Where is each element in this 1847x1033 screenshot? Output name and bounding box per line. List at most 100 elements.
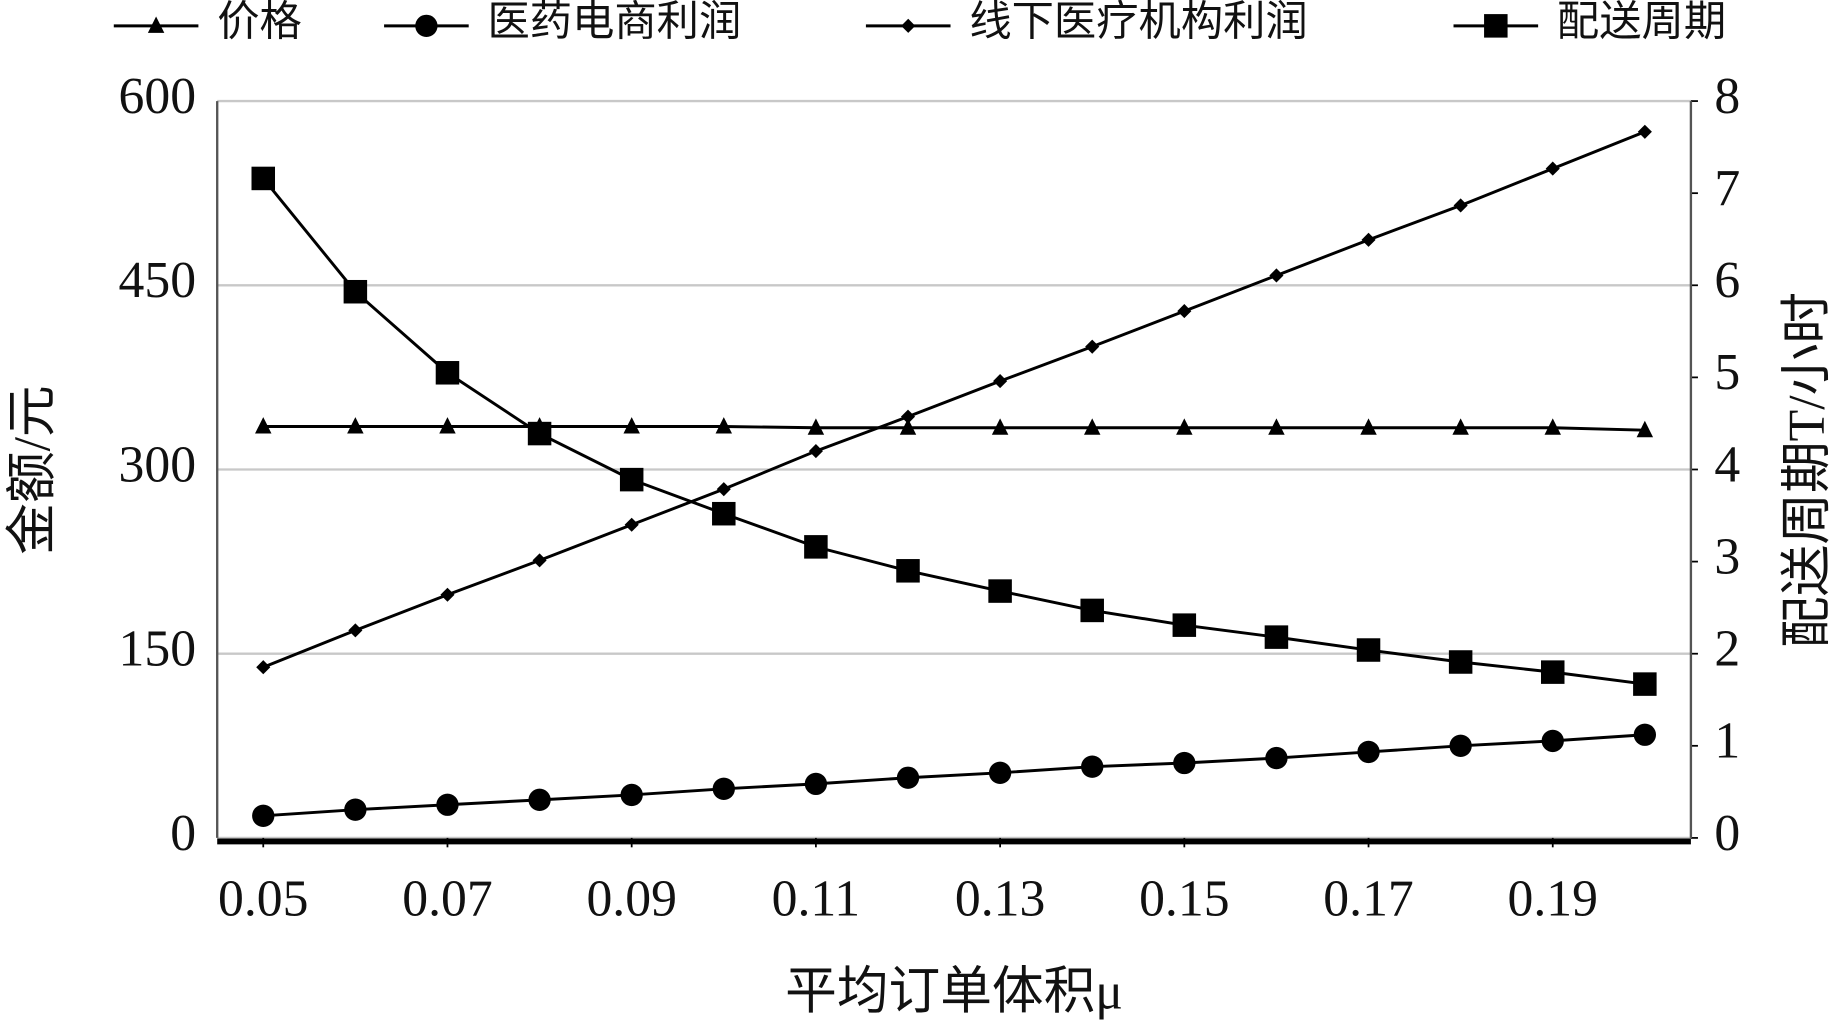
x-tick-label: 0.05 (218, 871, 308, 928)
legend-item: 配送周期 (1453, 0, 1726, 46)
marker (1173, 751, 1196, 775)
marker (1540, 660, 1565, 684)
y-tick-label: 300 (119, 436, 197, 493)
y2-tick-label: 8 (1714, 68, 1740, 125)
marker (1541, 729, 1564, 753)
marker (1081, 755, 1104, 778)
x-tick-label: 0.15 (1139, 871, 1229, 928)
marker (988, 579, 1012, 603)
marker (1360, 418, 1377, 435)
y2-tick-label: 5 (1714, 344, 1740, 401)
marker (988, 761, 1012, 784)
legend-item: 线下医疗机构利润 (865, 0, 1308, 46)
marker (1448, 650, 1473, 674)
marker (344, 798, 367, 821)
series-line (262, 177, 1646, 686)
marker (1633, 672, 1657, 696)
marker (147, 16, 165, 33)
series-line (263, 425, 1645, 432)
y-tick-label: 600 (119, 68, 197, 125)
y-tick-label: 150 (119, 621, 197, 678)
marker (440, 587, 455, 602)
marker (1453, 198, 1468, 213)
legend-label: 线下医疗机构利润 (969, 0, 1307, 46)
y2-tick-label: 3 (1714, 528, 1740, 585)
marker (716, 482, 731, 497)
legend-label: 医药电商利润 (488, 0, 742, 46)
y2-tick-label: 2 (1714, 621, 1740, 678)
marker (1545, 161, 1560, 176)
marker (256, 660, 271, 675)
marker (1452, 418, 1469, 435)
marker (347, 417, 364, 434)
marker (255, 417, 272, 434)
marker (715, 417, 733, 434)
marker (1268, 418, 1285, 435)
x-tick-label: 0.11 (772, 871, 861, 928)
y2-tick-label: 4 (1714, 436, 1740, 493)
marker (1265, 746, 1288, 770)
marker (1449, 734, 1472, 757)
y2-tick-label: 6 (1714, 252, 1740, 309)
y2-tick-label: 7 (1714, 160, 1740, 217)
x-tick-label: 0.19 (1508, 871, 1598, 928)
y2-axis-title: 配送周期T/小时 (1779, 292, 1836, 648)
marker (1083, 418, 1101, 435)
y-tick-label: 0 (170, 805, 196, 862)
marker (1356, 638, 1381, 662)
marker (252, 804, 275, 827)
marker (896, 559, 920, 583)
marker (343, 279, 368, 304)
marker (991, 418, 1009, 435)
marker (532, 553, 547, 568)
marker (1080, 598, 1104, 623)
y2-tick-label: 1 (1714, 713, 1740, 770)
marker (1357, 740, 1380, 764)
x-tick-label: 0.17 (1323, 871, 1413, 928)
legend-item: 医药电商利润 (384, 0, 741, 46)
marker (620, 783, 643, 807)
marker (1633, 723, 1657, 746)
series-line (262, 130, 1646, 669)
marker (528, 788, 551, 812)
marker (348, 623, 363, 638)
x-axis-title: 平均订单体积μ (785, 963, 1123, 1020)
marker (624, 517, 639, 532)
y-axis-title: 金额/元 (4, 385, 61, 554)
marker (807, 418, 825, 435)
x-tick-label: 0.09 (586, 871, 676, 928)
legend-label: 配送周期 (1557, 0, 1726, 46)
marker (896, 766, 920, 789)
series-line (263, 733, 1645, 818)
marker (1269, 268, 1284, 283)
marker (712, 777, 735, 800)
marker (439, 417, 456, 434)
marker (804, 772, 828, 796)
marker (1264, 625, 1289, 649)
marker (527, 421, 552, 446)
legend-label: 价格 (217, 0, 302, 46)
marker (1361, 232, 1376, 247)
marker (901, 18, 916, 33)
marker (1637, 124, 1652, 139)
marker (1172, 613, 1197, 637)
marker (435, 361, 460, 385)
marker (251, 166, 276, 191)
marker (619, 467, 644, 492)
marker (1484, 14, 1508, 38)
marker (808, 444, 823, 459)
marker (1636, 420, 1654, 438)
marker (899, 418, 917, 435)
marker (1544, 418, 1561, 435)
x-tick-label: 0.13 (955, 871, 1045, 928)
marker (993, 374, 1008, 389)
y-tick-label: 450 (119, 252, 197, 309)
legend-item: 价格 (113, 0, 302, 46)
marker (1085, 339, 1100, 354)
marker (1177, 304, 1192, 319)
marker (1176, 418, 1193, 435)
marker (436, 793, 459, 816)
marker (623, 417, 640, 434)
